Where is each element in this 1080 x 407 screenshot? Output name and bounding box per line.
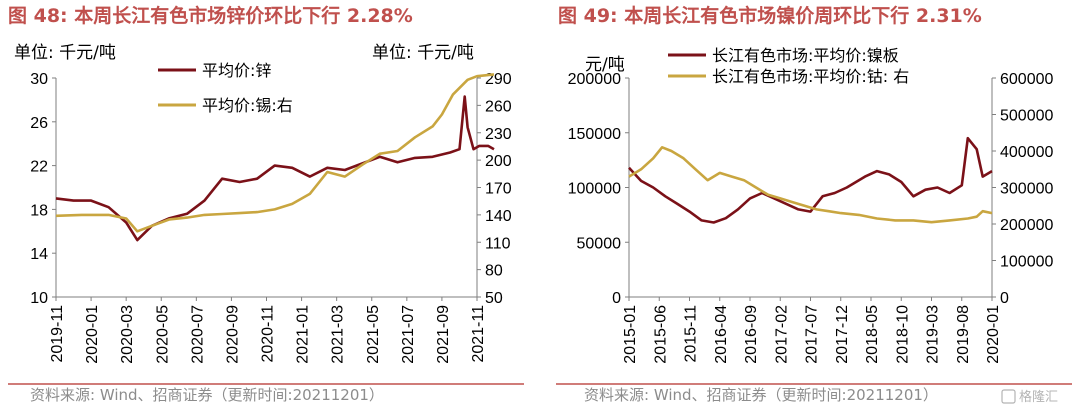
chart1-y-left-tick-label: 18 [30,202,48,219]
chart1-y-right-tick-label: 50 [485,290,503,307]
chart1-x-tick-label: 2021-03 [330,305,347,364]
chart1-y-right-tick-label: 80 [485,263,503,280]
chart1-x-tick-label: 2021-09 [435,305,452,364]
chart2-x-tick-label: 2018-05 [864,305,881,364]
chart1-y-left-tick-label: 10 [30,290,48,307]
chart2-y-left-tick-label: 100000 [568,181,621,198]
chart2-x-tick-label: 2016-04 [713,305,730,364]
chart2-y-left-tick-label: 200000 [568,71,621,88]
chart1-title: 图 48: 本周长江有色市场锌价环比下行 2.28% [8,4,413,27]
chart1-y-right-tick-label: 110 [485,235,511,252]
chart1-x-tick-label: 2021-01 [295,305,312,364]
chart1-unit-left: 单位: 千元/吨 [14,43,116,63]
chart1-y-left-tick-label: 22 [30,159,48,176]
chart1-x-tick-label: 2021-07 [400,305,417,364]
chart1-x-tick-label: 2020-11 [260,305,277,363]
chart2-unit-left: 元/吨 [585,55,625,75]
chart2-y-right-tick-label: 100000 [1000,254,1053,271]
watermark-logo: 格隆汇 [1001,389,1058,405]
chart1-x-tick-label: 2019-11 [49,305,66,363]
chart2-series-1-line [628,136,993,224]
chart1-y-left-tick-label: 30 [30,71,48,88]
chart1-y-left-tick-label: 26 [30,115,48,132]
chart2-x-tick-label: 2016-09 [743,305,760,364]
chart2-x-tick-label: 2015-06 [652,305,669,364]
chart2-x-tick-label: 2017-12 [834,305,851,364]
chart1-x-tick-label: 2021-05 [365,305,382,364]
chart2-x-tick-label: 2019-03 [925,305,942,364]
chart1-y-right-tick-label: 290 [485,71,512,88]
chart1-legend-label-2: 平均价:锡:右 [202,96,293,115]
chart2-x-tick-label: 2018-10 [894,305,911,364]
chart1-y-right-tick-label: 260 [485,98,512,115]
chart2-legend-label-2: 长江有色市场:平均价:钴: 右 [712,67,909,86]
chart2-source: 资料来源: Wind、招商证券（更新时间:20211201） [584,386,938,404]
chart2-y-right-tick-label: 600000 [1000,71,1053,88]
chart1-zinc-tin: 10 14 18 22 26 30 50 80 110 140 170 200 230 260 290 201… [30,61,512,364]
chart2-x-tick-label: 2019-08 [955,305,972,364]
chart2-y-right-tick-label: 200000 [1000,217,1053,234]
chart2-y-left-tick-label: 0 [612,290,621,307]
chart1-x-tick-label: 2020-09 [224,305,241,364]
chart2-x-tick-label: 2015-11 [683,305,700,363]
chart2-nickel-cobalt: 0 50000 100000 150000 200000 0 100000 200000 300… [568,46,1054,364]
chart2-x-tick-label: 2017-07 [804,305,821,364]
chart1-y-right-tick-label: 200 [485,153,512,170]
chart2-y-left-tick-label: 50000 [577,235,622,252]
chart2-y-right-tick-label: 400000 [1000,144,1053,161]
chart1-x-tick-label: 2020-07 [189,305,206,364]
chart2-series-2-line [628,146,993,224]
chart1-x-tick-label: 2021-11 [470,305,487,363]
chart2-x-tick-label: 2020-01 [985,305,1002,364]
chart1-y-right-tick-label: 230 [485,126,512,143]
chart1-unit-right: 单位: 千元/吨 [372,43,474,63]
chart1-y-left-tick-label: 14 [30,246,48,263]
chart1-legend-label-1: 平均价:锌 [202,61,271,80]
chart1-x-tick-label: 2020-03 [119,305,136,364]
chart1-x-tick-label: 2020-05 [154,305,171,364]
chart2-y-right-tick-label: 0 [1000,290,1009,307]
chart2-y-right-tick-label: 500000 [1000,108,1053,125]
chart2-y-right-tick-label: 300000 [1000,181,1053,198]
chart1-x-tick-label: 2020-01 [84,305,101,364]
chart1-source: 资料来源: Wind、招商证券（更新时间:20211201） [30,386,384,404]
watermark-text: 格隆汇 [1019,389,1058,405]
chart1-series-1-line [55,95,495,242]
chart2-title: 图 49: 本周长江有色市场镍价周环比下行 2.31% [558,4,982,27]
chart1-y-right-tick-label: 140 [485,208,512,225]
chart1-y-right-tick-label: 170 [485,181,512,198]
chart1-series-2-line [55,73,495,233]
chart2-x-tick-label: 2015-01 [622,305,639,364]
chart2-y-left-tick-label: 150000 [568,126,621,143]
chart2-x-tick-label: 2017-02 [773,305,790,364]
chart2-legend-label-1: 长江有色市场:平均价:镍板 [712,46,899,65]
